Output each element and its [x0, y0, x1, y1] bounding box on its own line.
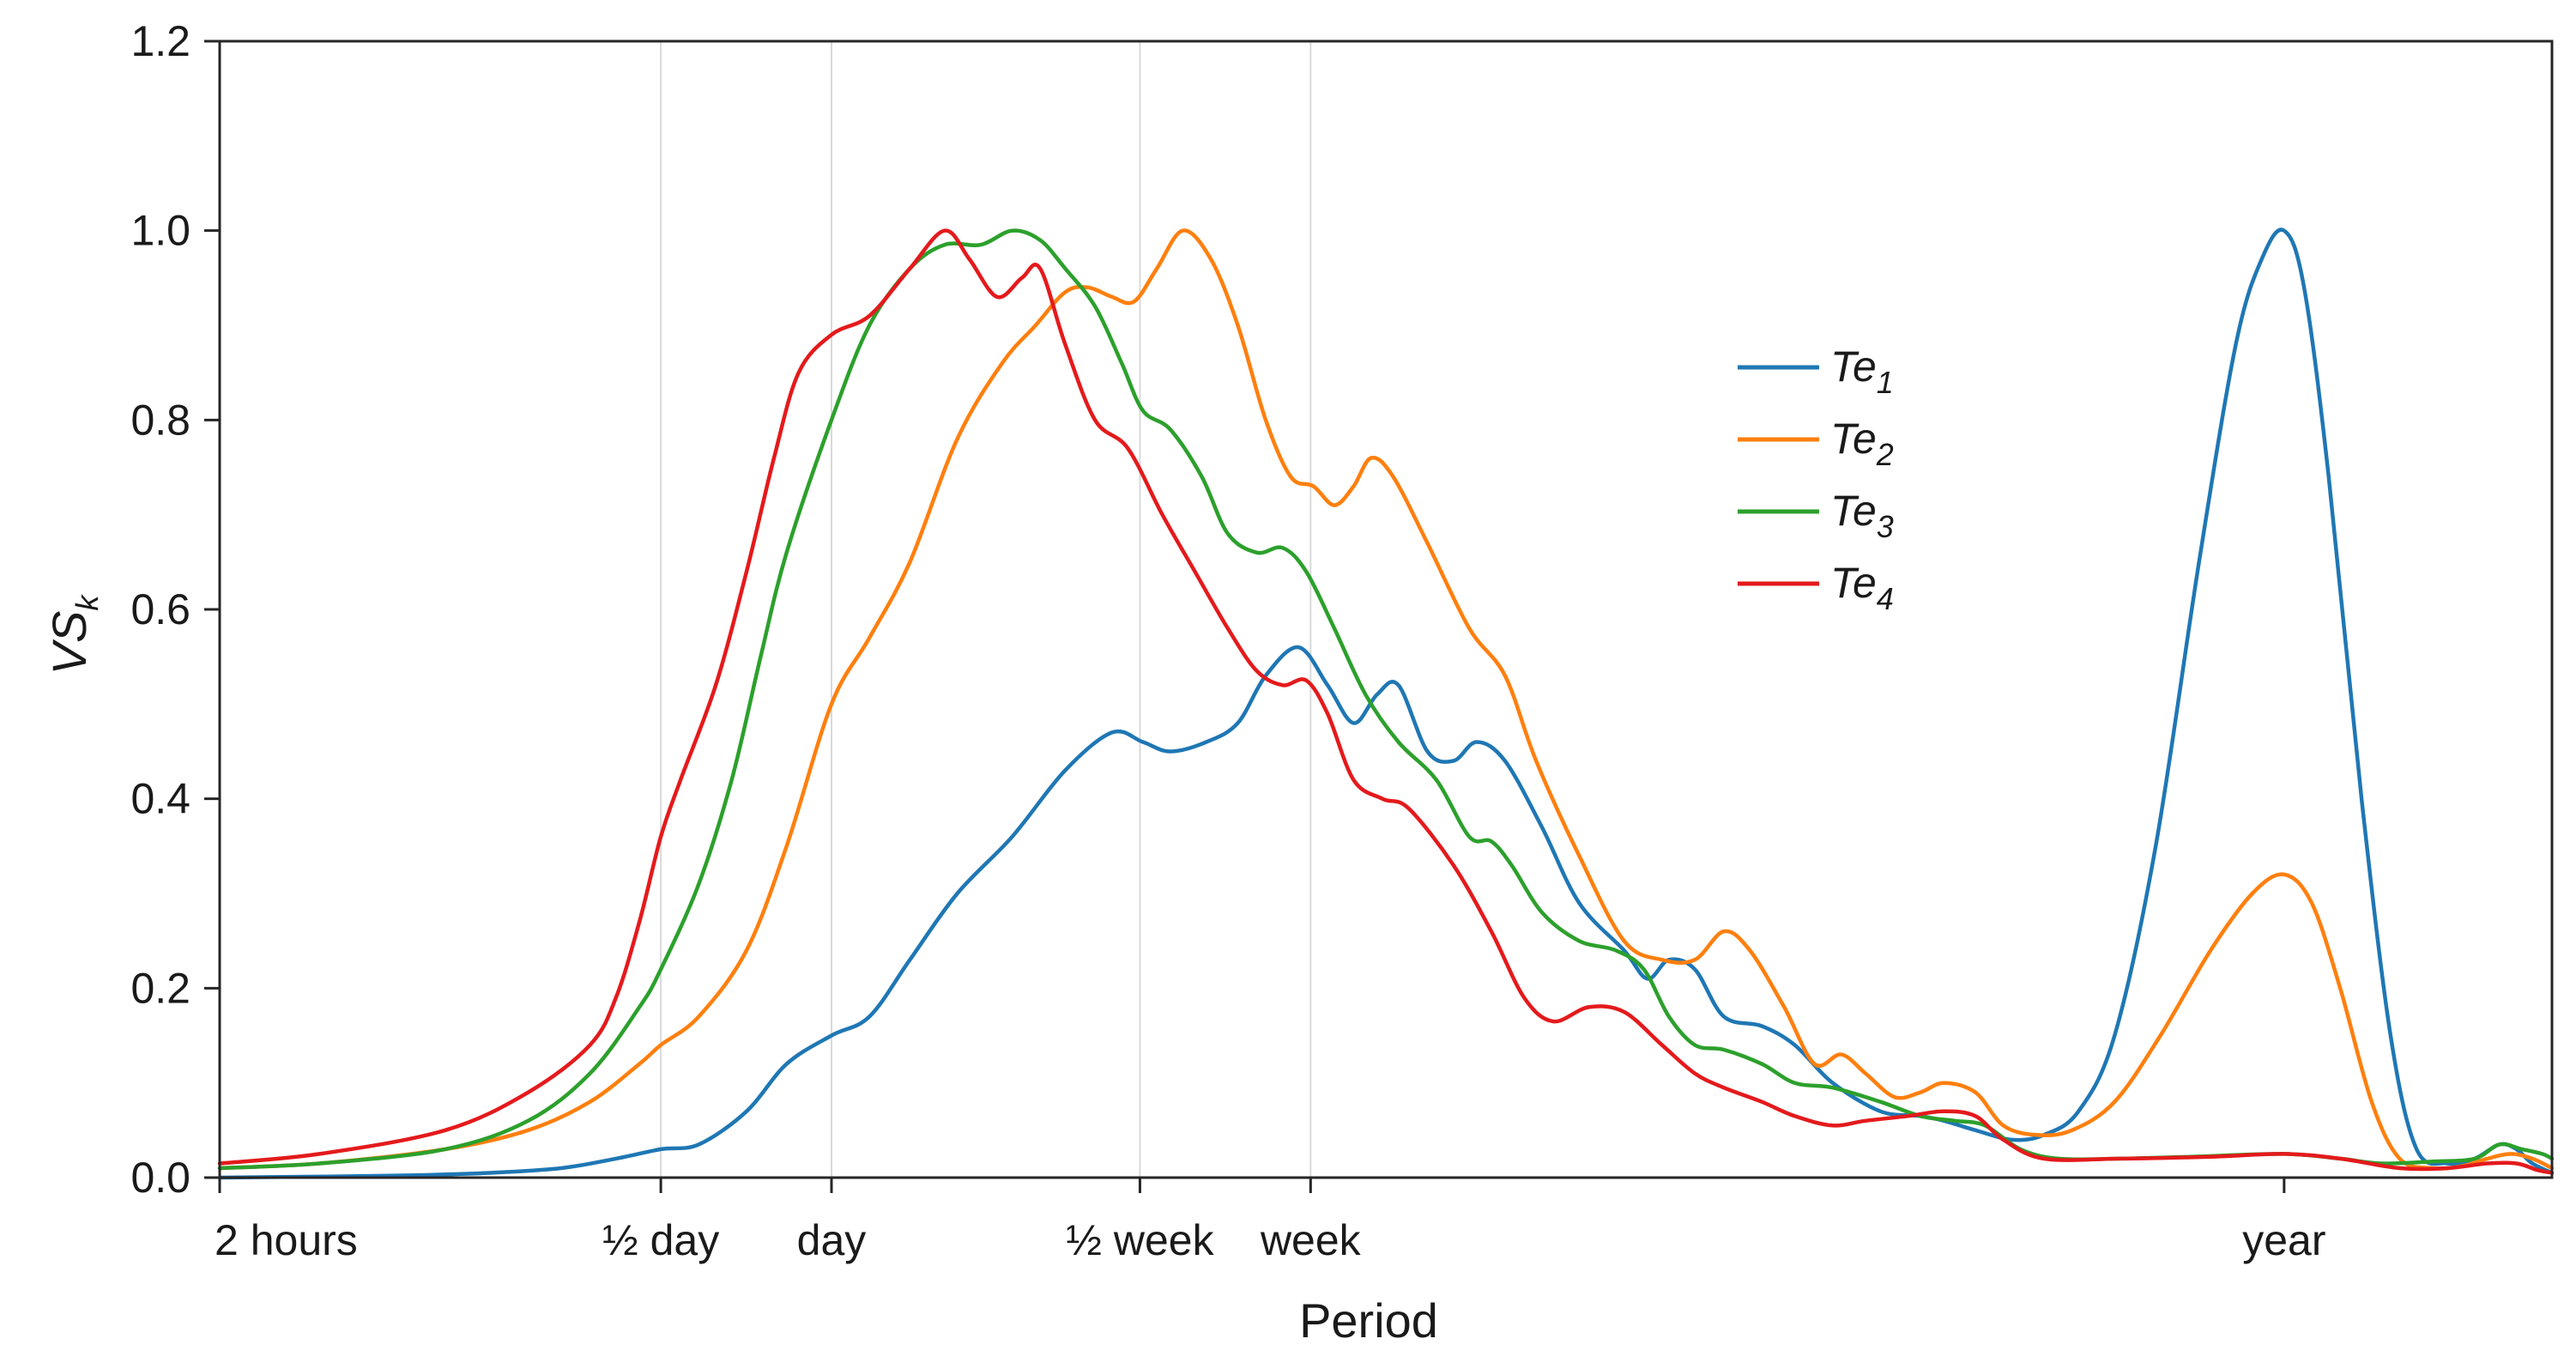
y-tick-label: 1.0	[130, 207, 190, 255]
y-tick-label: 0.2	[130, 964, 190, 1012]
series-line-te2	[217, 228, 2555, 1171]
legend: Te1 Te2 Te3 Te4	[1738, 342, 1894, 616]
y-axis-label: VSk	[42, 594, 105, 675]
y-axis: 0.0 0.2 0.4 0.6 0.8 1.0 1.2	[130, 17, 220, 1202]
y-tick-label: 0.0	[130, 1154, 190, 1202]
series-line-te1	[217, 227, 2555, 1180]
y-axis-label-main: VS	[42, 611, 96, 675]
series-layer	[217, 227, 2555, 1180]
y-tick-label: 0.6	[130, 585, 190, 633]
y-tick-label: 0.8	[130, 396, 190, 444]
legend-label-te4: Te4	[1830, 559, 1894, 616]
y-tick-label: 0.4	[130, 775, 190, 823]
gridlines	[660, 41, 1312, 1178]
x-tick-label: ½ day	[602, 1216, 719, 1264]
y-axis-label-subscript: k	[70, 594, 105, 611]
x-axis: 2 hours ½ day day ½ week week year	[215, 1178, 2325, 1264]
x-axis-label: Period	[1299, 1293, 1438, 1348]
x-tick-label: day	[797, 1216, 867, 1264]
series-line-te4	[217, 228, 2555, 1175]
legend-label-te2: Te2	[1830, 415, 1894, 472]
y-tick-label: 1.2	[130, 17, 190, 65]
legend-label-te1: Te1	[1830, 342, 1894, 400]
x-tick-label: week	[1260, 1216, 1362, 1264]
x-tick-label: ½ week	[1066, 1216, 1214, 1264]
legend-label-te3: Te3	[1830, 487, 1894, 544]
x-tick-label: 2 hours	[215, 1216, 358, 1264]
x-tick-label: year	[2242, 1216, 2325, 1264]
